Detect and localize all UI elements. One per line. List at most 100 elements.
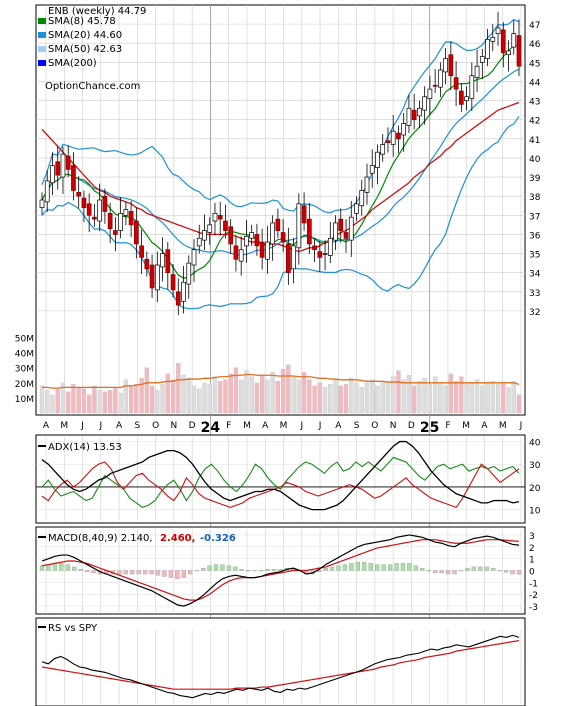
volume-bar xyxy=(396,370,401,414)
macd-histogram-bar xyxy=(484,566,489,571)
candle-body xyxy=(327,237,333,256)
macd-signal-line xyxy=(41,539,520,601)
panel-tick-label: -1 xyxy=(529,579,538,589)
candle-body xyxy=(123,209,129,216)
candle-body xyxy=(354,203,359,214)
panel-tick-label: 20 xyxy=(529,484,541,494)
volume-bar xyxy=(197,388,202,414)
symbol-label: ENB (weekly) 44.79 xyxy=(48,6,146,17)
macd-hist-label: -0.326 xyxy=(200,533,236,544)
candle-body xyxy=(291,245,296,270)
candle-body xyxy=(479,56,485,63)
volume-tick-label: 50M xyxy=(15,335,34,345)
candle-body xyxy=(60,153,66,178)
volume-bar xyxy=(469,382,474,414)
macd-histogram-bar xyxy=(478,566,483,571)
adx-line xyxy=(41,440,520,511)
macd-histogram-bar xyxy=(458,570,464,572)
price-tick-label: 44 xyxy=(529,78,541,88)
macd-histogram-bar xyxy=(168,570,174,578)
candle-body xyxy=(343,232,349,239)
candle-body xyxy=(81,197,87,208)
candle-body xyxy=(338,218,344,231)
x-tick-label: A xyxy=(116,421,123,431)
volume-bar xyxy=(501,382,506,414)
volume-bar xyxy=(291,376,296,414)
panel-tick-label: 40 xyxy=(529,439,541,449)
macd-histogram-bar xyxy=(433,570,438,574)
volume-bar xyxy=(333,379,338,414)
macd-histogram-bar xyxy=(516,570,522,575)
volume-bar xyxy=(265,379,270,414)
x-tick-label: F xyxy=(226,421,231,431)
panel-tick-label: 1 xyxy=(529,556,535,566)
volume-bar xyxy=(81,388,87,414)
volume-bar xyxy=(66,391,71,414)
legend-label: SMA(50) 42.63 xyxy=(48,44,122,55)
macd-histogram-bar xyxy=(471,566,477,571)
candle-body xyxy=(191,249,197,266)
macd-histogram-bar xyxy=(239,569,244,571)
candle-body xyxy=(39,199,45,208)
candle-body xyxy=(411,109,417,121)
candle-body xyxy=(390,130,396,145)
volume-bar xyxy=(432,376,438,414)
candle-body xyxy=(286,243,291,273)
x-tick-label: 24 xyxy=(201,420,221,436)
price-y-axis: 32 33 34 35 36 37 38 39 40 41 42 43 44 45 46 47 xyxy=(529,21,541,318)
candle-body xyxy=(249,232,255,239)
macd-histogram-bar xyxy=(271,569,277,571)
macd-histogram-bar xyxy=(175,570,180,579)
volume-bar xyxy=(149,385,155,414)
volume-bar xyxy=(338,385,343,414)
rs-average-line xyxy=(41,639,520,690)
candle-body xyxy=(244,235,249,247)
minus-di-line xyxy=(41,461,520,509)
candle-body xyxy=(301,205,307,224)
macd-histogram-bar xyxy=(200,567,206,571)
x-tick-label: J xyxy=(80,421,84,431)
candle-body xyxy=(485,39,490,59)
macd-histogram-bar xyxy=(355,562,361,571)
volume-bar xyxy=(317,382,322,414)
candle-body xyxy=(427,88,433,100)
macd-histogram-bar xyxy=(188,570,193,575)
macd-histogram-bar xyxy=(387,564,393,571)
macd-histogram-bar xyxy=(413,565,419,571)
candle-body xyxy=(453,77,459,90)
candle-body xyxy=(186,262,192,285)
panel-tick-label: 0 xyxy=(529,568,535,578)
candle-body xyxy=(265,241,270,260)
candle-body xyxy=(516,35,522,67)
macd-histogram-bar xyxy=(181,570,186,578)
volume-bar xyxy=(380,381,385,414)
volume-average-line xyxy=(42,373,520,389)
candle-body xyxy=(306,218,312,245)
candle-body xyxy=(160,253,165,268)
volume-bar xyxy=(60,382,66,414)
x-tick-label: A xyxy=(43,421,50,431)
adx-panel: 10 20 30 40 ADX(14) 13.53 xyxy=(35,434,541,524)
macd-histogram-bar xyxy=(252,570,257,572)
candle-body xyxy=(380,144,386,155)
sma20-line xyxy=(41,68,520,256)
price-tick-label: 43 xyxy=(529,98,540,108)
candle-body xyxy=(107,213,113,230)
x-tick-label: A xyxy=(262,421,269,431)
bollinger-upper xyxy=(41,18,520,214)
x-tick-label: S xyxy=(354,421,360,431)
volume-bar xyxy=(45,390,50,414)
x-tick-label: M xyxy=(462,421,470,431)
candle-body xyxy=(154,264,160,291)
volume-bar xyxy=(480,385,485,414)
price-tick-label: 46 xyxy=(529,40,541,50)
macd-histogram-bar xyxy=(246,570,251,572)
volume-bar xyxy=(87,394,92,414)
volume-bar xyxy=(233,367,239,414)
x-axis-month-labels: A M J J A S O N D 24 F M A M J J A S O N D 25 F M A M J xyxy=(43,420,522,436)
legend-swatch xyxy=(38,18,46,24)
legend-label: SMA(20) 44.60 xyxy=(48,30,122,41)
legend-swatch xyxy=(38,60,46,66)
candle-body xyxy=(207,224,213,233)
volume-bar xyxy=(134,384,139,414)
